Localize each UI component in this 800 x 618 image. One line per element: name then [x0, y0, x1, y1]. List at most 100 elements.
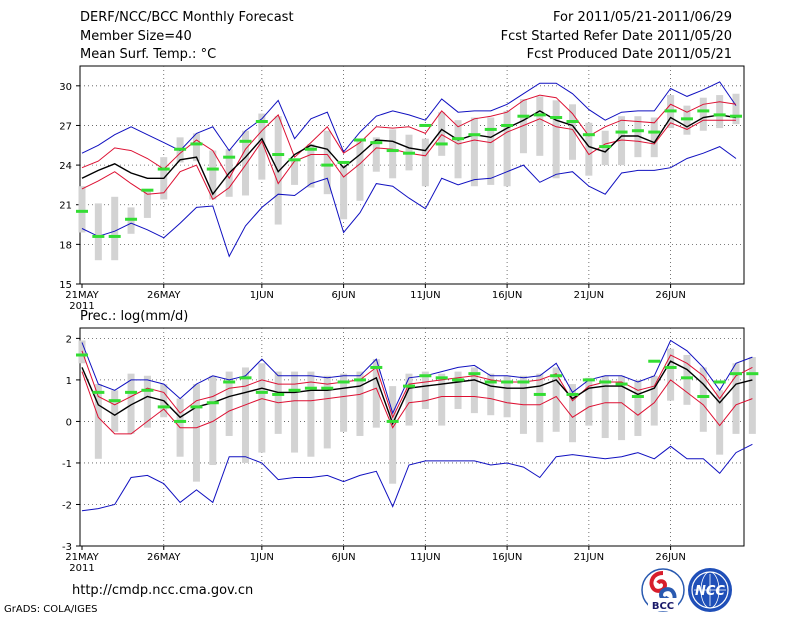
prec-spread-box [438, 373, 446, 426]
prec-spread-box [192, 384, 200, 482]
temp-xtick-label: 21JUN [574, 290, 604, 301]
temp-spread-box [291, 159, 299, 185]
prec-ytick-label: 2 [66, 334, 72, 345]
prec-spread-box [372, 359, 380, 428]
temp-spread-box [716, 95, 724, 129]
temp-spread-box [307, 143, 315, 188]
prec-spread-box [242, 367, 249, 463]
prec-spread-box [650, 375, 658, 426]
variable-label: Mean Surf. Temp.: °C [80, 47, 217, 62]
prec-xtick-label: 11JUN [410, 552, 440, 563]
prec-ytick-label: 1 [66, 376, 72, 387]
temp-spread-box [242, 130, 249, 196]
prec-spread-box [699, 367, 707, 432]
prec-spread-box [470, 367, 478, 414]
start-date-label: Fcst Started Refer Date 2011/05/20 [500, 29, 732, 44]
prec-spread-box [389, 386, 397, 484]
temp-spread-box [569, 104, 576, 160]
temp-spread-box [454, 120, 462, 179]
ncc-logo-text: NCC [695, 584, 725, 599]
prec-spread-box [618, 375, 626, 441]
prec-spread-box [667, 348, 675, 401]
grads-credit: GrADS: COLA/IGES [4, 604, 98, 615]
temp-spread-box [618, 116, 626, 166]
prec-spread-box [94, 384, 102, 459]
temp-spread-box [650, 117, 658, 158]
prec-spread-box [291, 371, 299, 453]
temp-ytick-label: 15 [59, 280, 72, 291]
temp-spread-box [372, 137, 380, 172]
temp-mean-line [81, 110, 737, 196]
temp-spread-box [78, 186, 86, 233]
temp-ytick-label: 24 [59, 161, 72, 172]
precip-label: Prec.: log(mm/d) [80, 309, 189, 324]
bcc-logo-text: BCC [652, 601, 674, 612]
prec-xtick-label: 26MAY [147, 552, 181, 563]
prec-spread-box [732, 363, 740, 434]
prec-xtick-label: 16JUN [492, 552, 522, 563]
temp-spread-box [732, 93, 740, 125]
prec-xtick-label: 21MAY [65, 552, 99, 563]
temp-xtick-label: 11JUN [410, 290, 440, 301]
temp-spread-box [503, 110, 511, 187]
prec-spread-box [454, 371, 462, 409]
prec-spread-box [405, 373, 413, 426]
prec-xtick-label: 6JUN [332, 552, 356, 563]
temp-spread-box [323, 130, 331, 195]
prec-mean-line [81, 360, 753, 426]
temp-spread-box [536, 96, 544, 156]
temp-spread-box [389, 129, 397, 179]
prec-x-year-label: 2011 [69, 563, 94, 574]
prec-spread-box [258, 363, 266, 453]
temp-max-line [81, 81, 737, 154]
prec-spread-box [585, 377, 593, 426]
prec-xtick-label: 26JUN [655, 552, 685, 563]
temp-spread-box [552, 100, 560, 179]
prec-upper-line [81, 350, 753, 419]
prec-ytick-label: -3 [62, 542, 72, 553]
prec-spread-box [421, 371, 429, 409]
temp-xtick-label: 26MAY [147, 290, 181, 301]
prec-ytick-label: -1 [62, 459, 72, 470]
temp-spread-box [340, 165, 348, 220]
prec-spread-box [683, 354, 691, 405]
temp-spread-box [209, 150, 217, 200]
temp-xtick-label: 6JUN [332, 290, 356, 301]
temp-spread-box [585, 122, 593, 176]
member-size-label: Member Size=40 [80, 29, 192, 44]
prec-xtick-label: 21JUN [574, 552, 604, 563]
temp-xtick-label: 21MAY [65, 290, 99, 301]
temp-spread-box [487, 117, 495, 185]
prec-spread-box [356, 371, 364, 436]
prec-spread-box [552, 367, 560, 432]
prec-spread-box [487, 373, 495, 416]
prec-spread-box [716, 390, 724, 455]
prec-spread-box [503, 375, 511, 418]
temp-min-line [81, 146, 737, 258]
ncc-logo: NCC [688, 568, 732, 612]
prec-spread-box [536, 373, 544, 443]
forecast-period-label: For 2011/05/21-2011/06/29 [553, 10, 732, 25]
prec-lower-line [81, 371, 753, 435]
bcc-logo: BCC [641, 568, 685, 612]
prec-spread-box [225, 371, 233, 436]
prec-xtick-label: 1JUN [250, 552, 274, 563]
prec-spread-box [323, 375, 331, 449]
temp-spread-box [111, 196, 119, 261]
temp-ytick-label: 30 [59, 82, 72, 93]
chart-title: DERF/NCC/BCC Monthly Forecast [80, 10, 294, 25]
temp-spread-box [258, 113, 266, 180]
temp-plot-frame [79, 65, 745, 285]
temp-x-year-label: 2011 [69, 301, 94, 312]
temp-ytick-label: 27 [59, 121, 72, 132]
prec-ytick-label: -2 [62, 500, 72, 511]
source-url[interactable]: http://cmdp.ncc.cma.gov.cn [72, 583, 254, 598]
temp-spread-box [421, 138, 429, 187]
prec-spread-box [143, 375, 151, 428]
prec-spread-box [127, 373, 135, 434]
temp-spread-box [94, 203, 102, 261]
prec-spread-box [111, 390, 119, 432]
prec-spread-box [569, 384, 576, 443]
temp-spread-box [470, 117, 478, 187]
